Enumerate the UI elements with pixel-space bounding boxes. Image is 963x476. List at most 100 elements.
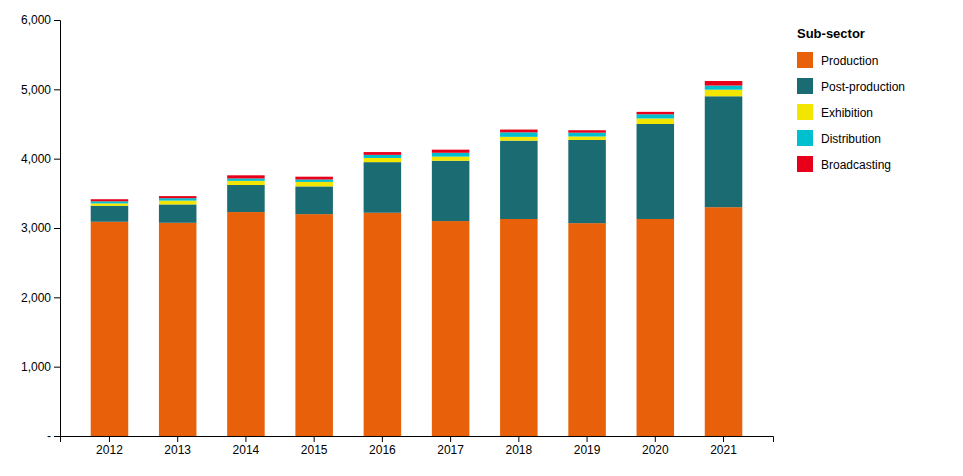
tick: 2017 [437, 436, 464, 457]
series [91, 90, 743, 206]
chart: 2012 2013 2014 2015 2016 2017 2018 2019 2020 2021… [0, 0, 963, 476]
bar [568, 136, 606, 139]
bar [295, 182, 333, 187]
tick-label: 2013 [164, 443, 191, 457]
bar [227, 178, 265, 180]
series [91, 86, 743, 204]
bar [364, 155, 402, 158]
tick-label: - [47, 429, 51, 443]
legend-label: Production [821, 54, 878, 68]
bar [227, 212, 265, 436]
bar [705, 90, 743, 97]
axis-line [54, 21, 61, 437]
bar [568, 223, 606, 436]
legend-label: Distribution [821, 132, 881, 146]
bar [500, 130, 538, 133]
bar [500, 132, 538, 137]
legend-swatch [797, 52, 813, 68]
legend-item: Exhibition [797, 104, 873, 120]
bar [295, 214, 333, 436]
bar [295, 179, 333, 181]
series [91, 96, 743, 223]
plot: 2012 2013 2014 2015 2016 2017 2018 2019 2020 2021… [21, 13, 774, 456]
bar [637, 219, 675, 436]
bar [705, 86, 743, 90]
bar [91, 199, 129, 201]
bar [637, 118, 675, 124]
tick-mark [54, 297, 60, 298]
legend-swatch [797, 130, 813, 146]
tick-mark [245, 436, 246, 442]
bar [364, 162, 402, 213]
legend-item: Broadcasting [797, 156, 891, 172]
series [91, 81, 743, 201]
bar [295, 186, 333, 214]
bar [91, 222, 129, 436]
tick-label: 2012 [96, 443, 123, 457]
bar [432, 157, 470, 161]
tick-label: 6,000 [21, 13, 51, 27]
tick-label: 2018 [505, 443, 532, 457]
bar [159, 196, 197, 198]
tick-mark [54, 436, 60, 437]
bar [295, 177, 333, 180]
bar [705, 96, 743, 207]
tick-mark [655, 436, 656, 442]
tick-mark [54, 367, 60, 368]
legend-item: Production [797, 52, 878, 68]
tick-label: 2016 [369, 443, 396, 457]
tick-mark [177, 436, 178, 442]
tick: 2014 [233, 436, 260, 457]
tick-label: 3,000 [21, 221, 51, 235]
bar [500, 219, 538, 436]
bar [364, 213, 402, 436]
bar [91, 203, 129, 205]
tick-label: 5,000 [21, 83, 51, 97]
tick-mark [109, 436, 110, 442]
tick-mark [723, 436, 724, 442]
bar [227, 181, 265, 185]
legend: Sub-sectorProductionPost-productionExhib… [797, 26, 905, 172]
tick-mark [518, 436, 519, 442]
legend-item: Distribution [797, 130, 881, 146]
tick-mark [314, 436, 315, 442]
bar [227, 175, 265, 178]
tick: 5,000 [21, 83, 60, 97]
tick-mark [54, 159, 60, 160]
bar [432, 221, 470, 436]
tick-label: 2017 [437, 443, 464, 457]
tick: 2015 [301, 436, 328, 457]
bar [91, 206, 129, 222]
bar [159, 201, 197, 205]
bar [568, 140, 606, 223]
legend-swatch [797, 78, 813, 94]
bar [500, 141, 538, 219]
tick: - [47, 429, 60, 443]
tick: 2019 [574, 436, 601, 457]
tick-label: 2,000 [21, 291, 51, 305]
legend-swatch [797, 104, 813, 120]
y-axis: -1,0002,0003,0004,0005,0006,000 [21, 13, 61, 443]
tick: 2016 [369, 436, 396, 457]
tick: 3,000 [21, 221, 60, 235]
tick: 2020 [642, 436, 669, 457]
tick-mark [382, 436, 383, 442]
legend-label: Exhibition [821, 106, 873, 120]
bar [705, 207, 743, 436]
tick-label: 2014 [233, 443, 260, 457]
legend-label: Post-production [821, 80, 905, 94]
legend-item: Post-production [797, 78, 905, 94]
tick: 2012 [96, 436, 123, 457]
tick: 6,000 [21, 13, 60, 27]
tick-label: 2015 [301, 443, 328, 457]
bar [159, 223, 197, 436]
bar [637, 124, 675, 219]
tick-label: 2019 [574, 443, 601, 457]
series [91, 207, 743, 436]
tick: 4,000 [21, 152, 60, 166]
tick-label: 2021 [710, 443, 737, 457]
tick-mark [54, 20, 60, 21]
tick-mark [54, 89, 60, 90]
tick: 2,000 [21, 291, 60, 305]
bars [91, 81, 743, 436]
